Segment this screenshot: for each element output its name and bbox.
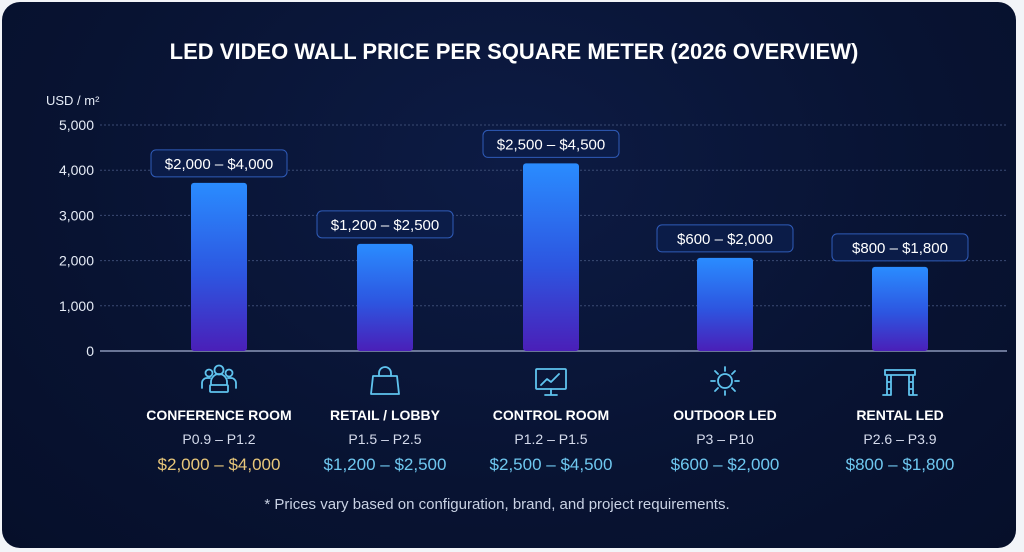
y-tick-label: 5,000: [59, 117, 94, 133]
price-range-label: $1,200 – $2,500: [324, 455, 447, 474]
y-tick-label: 1,000: [59, 298, 94, 314]
bar-chart: LED VIDEO WALL PRICE PER SQUARE METER (2…: [46, 39, 1007, 513]
conference-people-icon: [201, 364, 237, 393]
price-range-label: $2,000 – $4,000: [158, 455, 281, 474]
y-tick-label: 3,000: [59, 207, 94, 223]
pixel-pitch-label: P1.5 – P2.5: [348, 431, 421, 447]
bar: [523, 163, 579, 351]
footnote: * Prices vary based on configuration, br…: [264, 496, 729, 513]
data-label: $1,200 – $2,500: [331, 217, 439, 234]
bar: [697, 257, 753, 351]
data-label: $2,000 – $4,000: [165, 156, 273, 173]
pixel-pitch-label: P3 – P10: [696, 431, 754, 447]
chart-card: LED VIDEO WALL PRICE PER SQUARE METER (2…: [2, 2, 1016, 548]
data-label: $800 – $1,800: [852, 240, 948, 257]
data-label-box: [150, 149, 288, 178]
chart-title: LED VIDEO WALL PRICE PER SQUARE METER (2…: [170, 39, 859, 64]
category-label: RETAIL / LOBBY: [330, 407, 441, 423]
category-label: RENTAL LED: [856, 407, 943, 423]
truss-stage-icon: [882, 369, 918, 396]
sun-icon: [710, 366, 740, 396]
category-label: CONFERENCE ROOM: [146, 407, 291, 423]
category-label: CONTROL ROOM: [493, 407, 609, 423]
data-label-box: [831, 233, 969, 262]
data-label-box: [656, 224, 794, 253]
y-tick-label: 0: [86, 343, 94, 359]
data-label-box: [316, 210, 454, 239]
price-range-label: $800 – $1,800: [846, 455, 955, 474]
data-label: $600 – $2,000: [677, 231, 773, 248]
pixel-pitch-label: P1.2 – P1.5: [514, 431, 587, 447]
bar: [872, 266, 928, 351]
bar: [357, 243, 413, 351]
bar: [191, 182, 247, 351]
y-tick-label: 4,000: [59, 162, 94, 178]
data-label: $2,500 – $4,500: [497, 136, 605, 153]
price-range-label: $600 – $2,000: [671, 455, 780, 474]
monitor-chart-icon: [535, 368, 567, 396]
pixel-pitch-label: P2.6 – P3.9: [863, 431, 936, 447]
y-tick-label: 2,000: [59, 253, 94, 269]
category-label: OUTDOOR LED: [673, 407, 776, 423]
y-axis-label: USD / m²: [46, 93, 100, 108]
shopping-bag-icon: [370, 366, 400, 395]
data-label-box: [482, 129, 620, 158]
price-range-label: $2,500 – $4,500: [490, 455, 613, 474]
pixel-pitch-label: P0.9 – P1.2: [182, 431, 255, 447]
